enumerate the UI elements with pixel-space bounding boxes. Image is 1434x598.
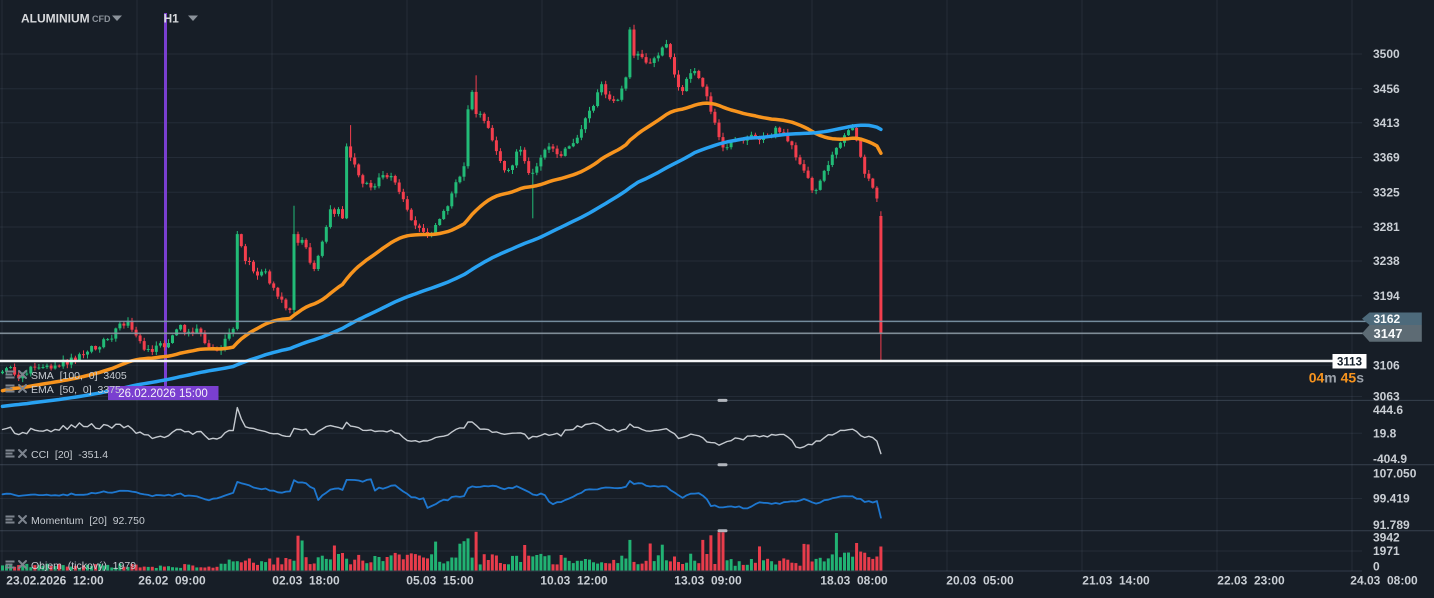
svg-text:3500: 3500 [1373,47,1400,61]
svg-text:3238: 3238 [1373,254,1400,268]
svg-text:3325: 3325 [1373,185,1400,199]
svg-text:91.789: 91.789 [1373,518,1410,532]
svg-text:18.03 08:00: 18.03 08:00 [820,574,888,588]
svg-text:Objem (tickový) 1979: Objem (tickový) 1979 [31,560,136,572]
svg-text:0: 0 [1373,560,1380,574]
svg-text:24.03 08:00: 24.03 08:00 [1350,574,1418,588]
svg-text:444.6: 444.6 [1373,403,1403,417]
svg-text:107.050: 107.050 [1373,467,1417,481]
svg-text:10.03 12:00: 10.03 12:00 [540,574,608,588]
svg-text:H1: H1 [164,12,180,26]
svg-text:13.03 09:00: 13.03 09:00 [674,574,742,588]
svg-text:26.02 09:00: 26.02 09:00 [138,574,206,588]
svg-text:1971: 1971 [1373,544,1400,558]
svg-text:Momentum [20] 92.750: Momentum [20] 92.750 [31,515,145,527]
svg-text:3413: 3413 [1373,116,1400,130]
svg-text:3113: 3113 [1337,356,1362,368]
svg-text:CFD: CFD [92,14,111,24]
svg-text:26.02.2026 15:00: 26.02.2026 15:00 [118,388,208,400]
svg-text:05.03 15:00: 05.03 15:00 [406,574,474,588]
svg-text:04m 45s: 04m 45s [1309,370,1365,386]
svg-text:99.419: 99.419 [1373,492,1410,506]
svg-text:22.03 23:00: 22.03 23:00 [1217,574,1285,588]
svg-text:SMA [100, 0] 3405: SMA [100, 0] 3405 [31,370,127,382]
svg-text:3456: 3456 [1373,82,1400,96]
svg-text:3106: 3106 [1373,359,1400,373]
svg-text:21.03 14:00: 21.03 14:00 [1082,574,1150,588]
svg-text:3194: 3194 [1373,289,1400,303]
svg-text:3162: 3162 [1374,312,1401,326]
svg-text:19.8: 19.8 [1373,426,1397,440]
svg-text:ALUMINIUM: ALUMINIUM [21,12,90,26]
svg-text:3369: 3369 [1373,151,1400,165]
svg-text:3281: 3281 [1373,220,1400,234]
svg-text:20.03 05:00: 20.03 05:00 [946,574,1014,588]
svg-text:-404.9: -404.9 [1373,452,1407,466]
svg-text:3942: 3942 [1373,531,1400,545]
svg-text:CCI [20] -351.4: CCI [20] -351.4 [31,449,108,461]
svg-text:02.03 18:00: 02.03 18:00 [272,574,340,588]
svg-text:3063: 3063 [1373,390,1400,404]
svg-text:EMA [50, 0] 3375: EMA [50, 0] 3375 [31,384,121,396]
svg-text:23.02.2026 12:00: 23.02.2026 12:00 [6,574,104,588]
svg-text:3147: 3147 [1374,326,1403,341]
